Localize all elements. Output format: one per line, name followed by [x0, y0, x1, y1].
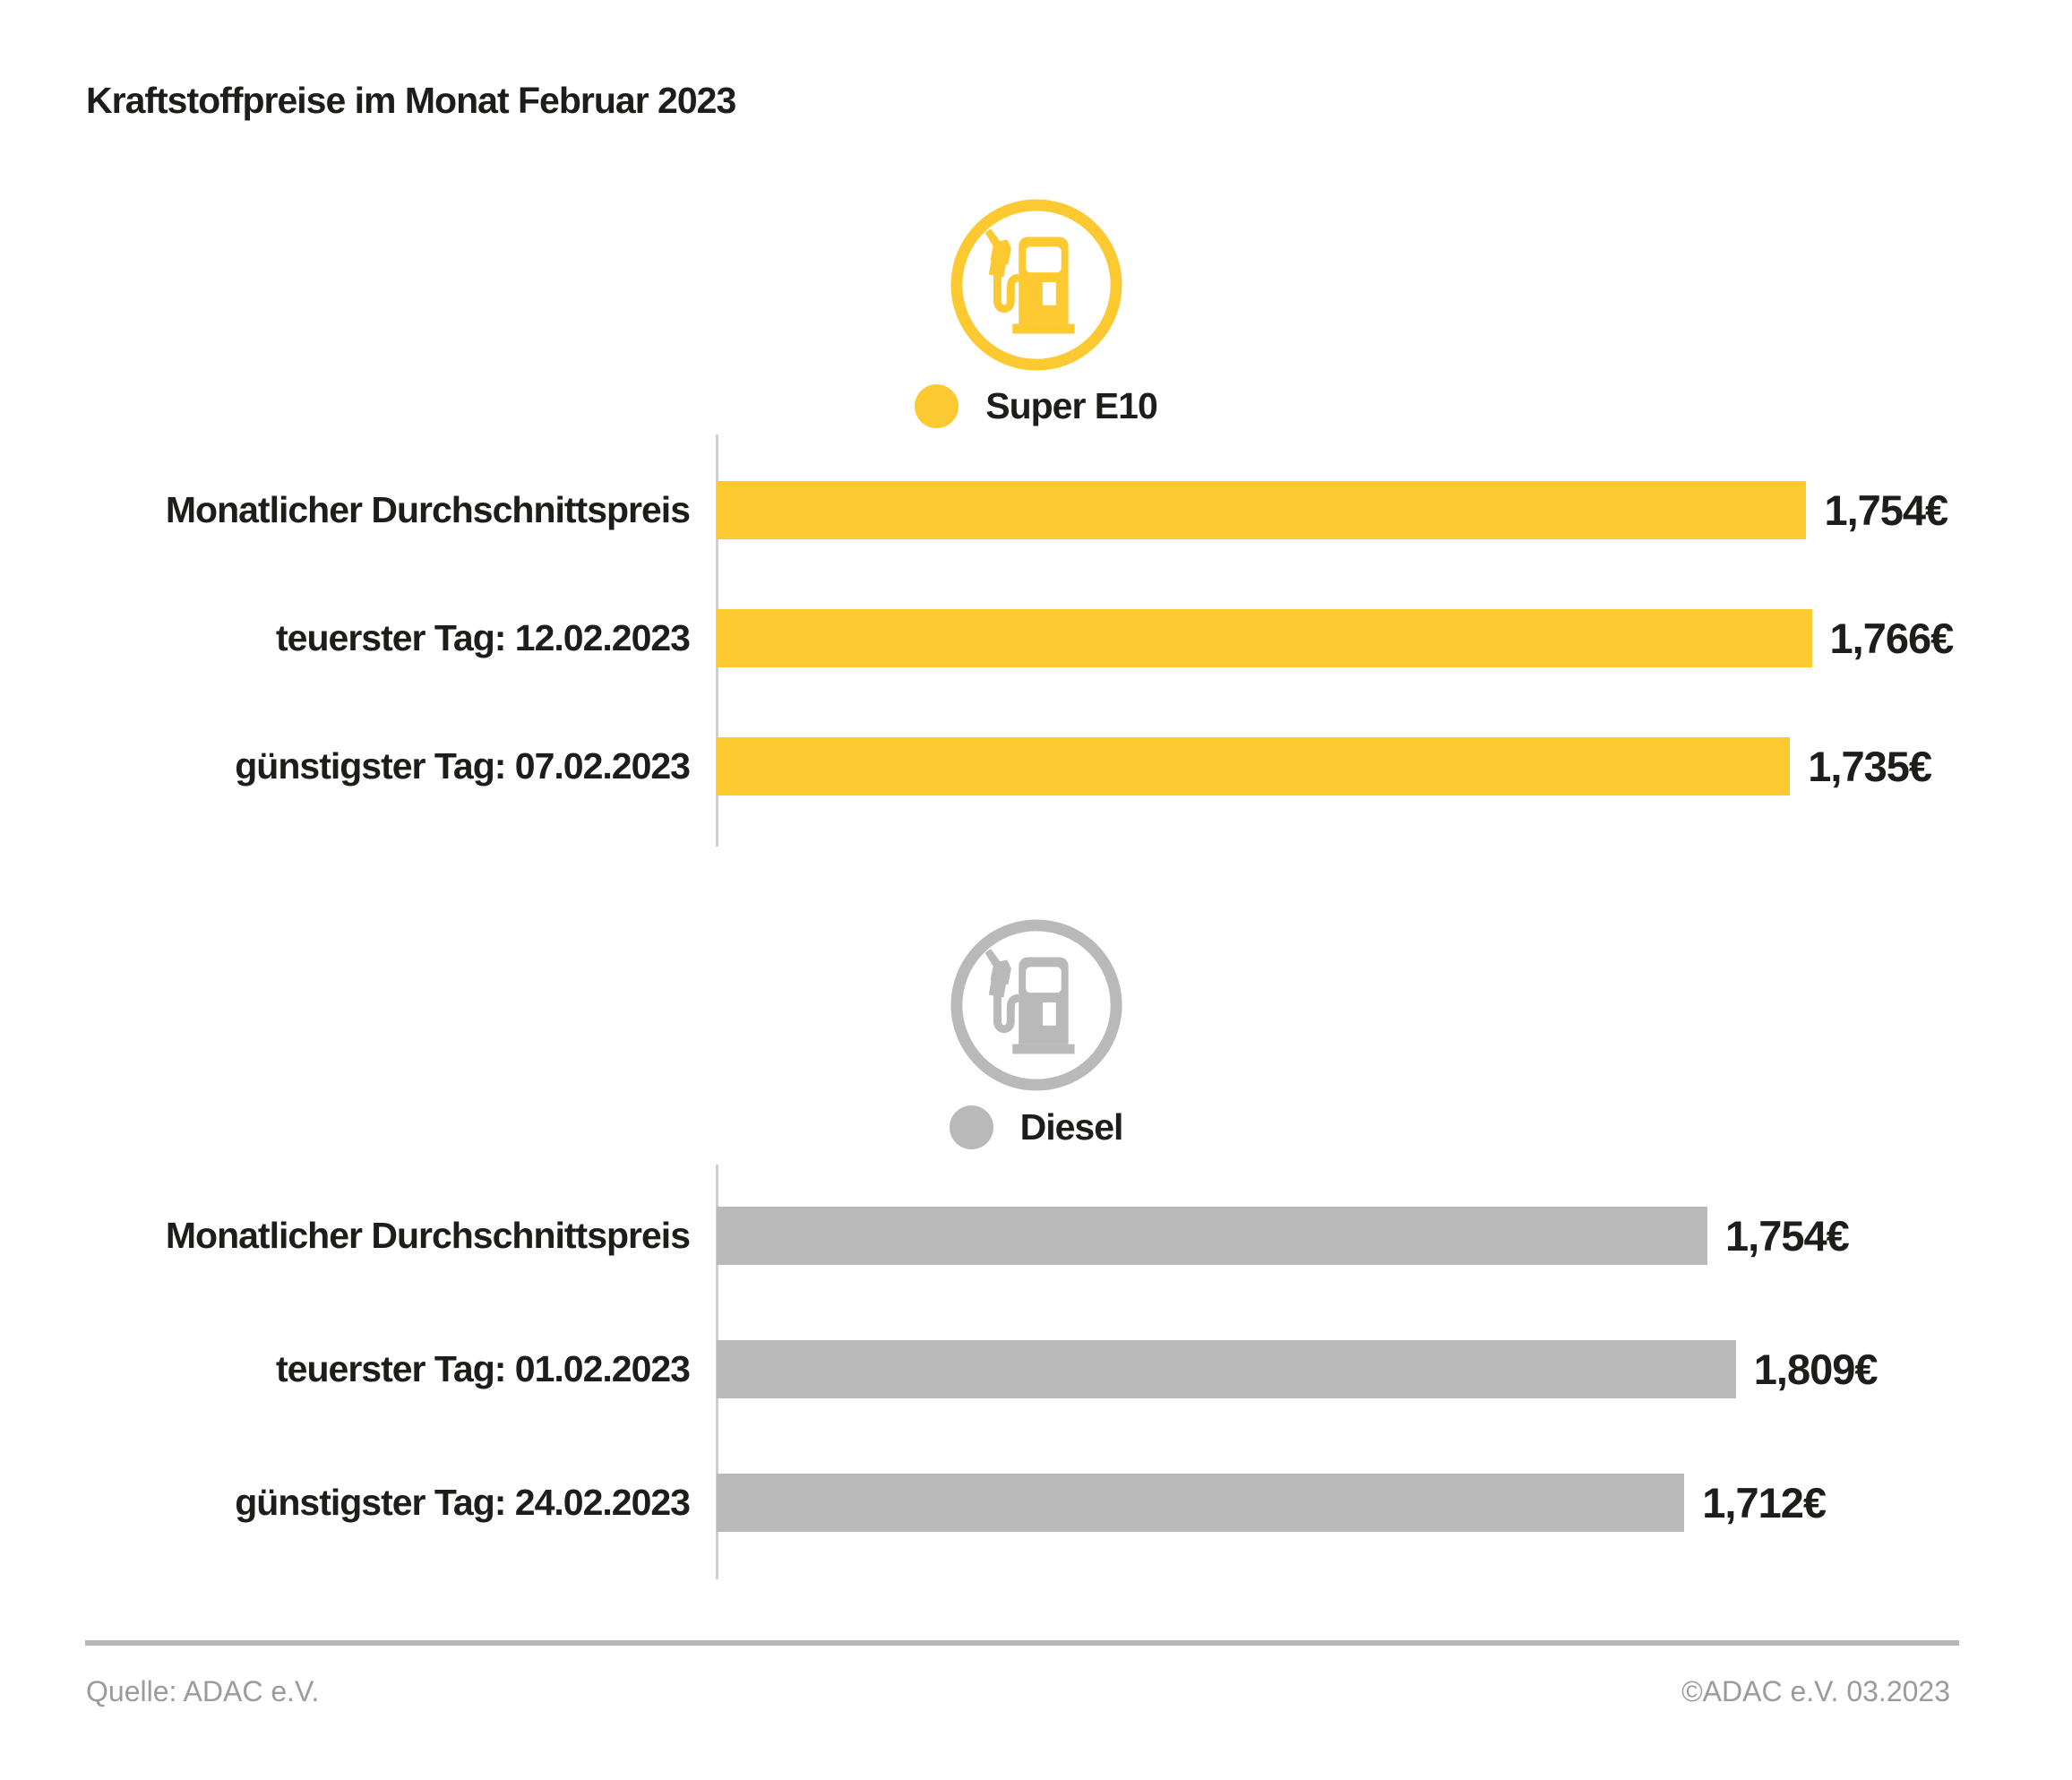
value-label: 1,735€	[1808, 743, 1932, 790]
chart-row: teuerster Tag: 01.02.2023 1,809€	[0, 1340, 2072, 1398]
fuel-pump-icon	[950, 199, 1122, 371]
bar	[717, 1207, 1707, 1265]
chart-diesel: Monatlicher Durchschnittspreis 1,754€ te…	[0, 1165, 2072, 1579]
super-e10-icon-wrap	[0, 196, 2072, 374]
category-label: Monatlicher Durchschnittspreis	[165, 489, 691, 530]
legend-label-super-e10: Super E10	[985, 384, 1158, 426]
value-label: 1,754€	[1725, 1212, 1850, 1260]
chart-row: teuerster Tag: 12.02.2023 1,766€	[0, 609, 2072, 667]
chart-super-e10: Monatlicher Durchschnittspreis 1,754€ te…	[0, 434, 2072, 847]
bar	[717, 1474, 1685, 1532]
chart-row: günstigster Tag: 07.02.2023 1,735€	[0, 737, 2072, 795]
category-label: günstigster Tag: 24.02.2023	[235, 1482, 691, 1523]
category-label: teuerster Tag: 01.02.2023	[276, 1348, 691, 1389]
chart-row: Monatlicher Durchschnittspreis 1,754€	[0, 1207, 2072, 1265]
legend-dot-super-e10	[915, 383, 959, 428]
value-label: 1,754€	[1824, 486, 1948, 534]
legend-dot-diesel	[949, 1105, 993, 1149]
bar	[717, 481, 1807, 539]
chart-row: günstigster Tag: 24.02.2023 1,712€	[0, 1474, 2072, 1532]
category-label: günstigster Tag: 07.02.2023	[235, 745, 691, 787]
category-label: teuerster Tag: 12.02.2023	[276, 617, 691, 658]
value-label: 1,809€	[1753, 1346, 1879, 1393]
diesel-icon-wrap	[0, 916, 2072, 1094]
page-title: Kraftstoffpreise im Monat Februar 2023	[86, 80, 736, 121]
legend-super-e10: Super E10	[0, 383, 2072, 428]
copyright-text: ©ADAC e.V. 03.2023	[1681, 1675, 1950, 1707]
source-text: Quelle: ADAC e.V.	[86, 1675, 320, 1707]
bar	[717, 1340, 1736, 1398]
value-label: 1,712€	[1702, 1479, 1827, 1526]
chart-row: Monatlicher Durchschnittspreis 1,754€	[0, 481, 2072, 539]
fuel-pump-icon	[950, 919, 1122, 1091]
legend-label-diesel: Diesel	[1019, 1105, 1124, 1148]
category-label: Monatlicher Durchschnittspreis	[165, 1215, 691, 1256]
bar	[717, 737, 1791, 795]
value-label: 1,766€	[1829, 615, 1955, 662]
bar	[717, 609, 1812, 667]
footer-divider	[85, 1640, 1959, 1646]
legend-diesel: Diesel	[0, 1105, 2072, 1149]
